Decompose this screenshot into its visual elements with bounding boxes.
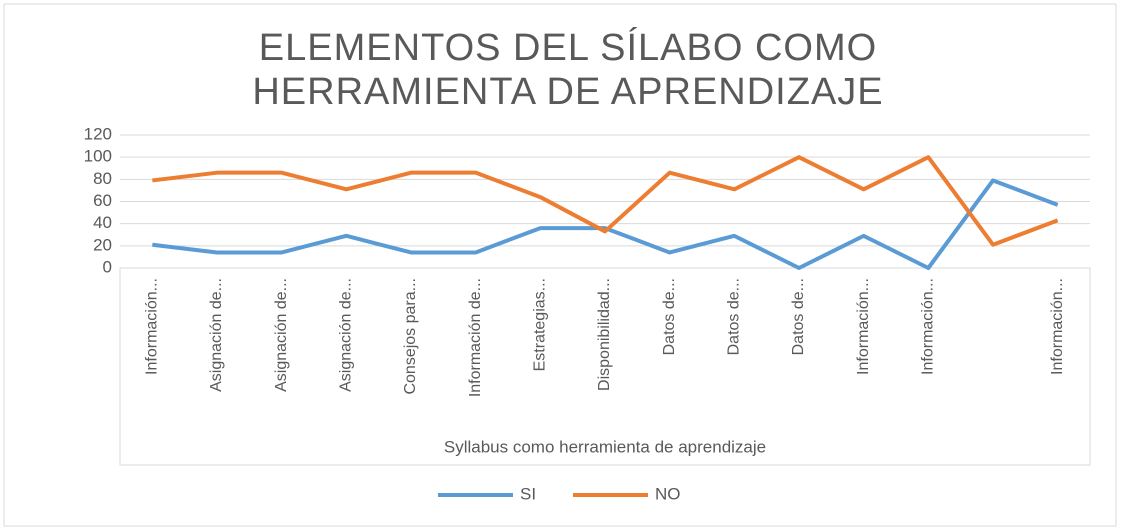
x-tick-label: Asignación de...: [208, 278, 225, 392]
y-tick-label: 20: [93, 235, 112, 254]
x-tick-label: Información de...: [467, 278, 484, 397]
legend-label: SI: [520, 484, 536, 503]
category-box: [119, 267, 1091, 466]
x-tick-label: Información...: [920, 278, 937, 375]
x-tick-label: Información...: [144, 278, 161, 375]
series-line: [152, 178, 1059, 270]
y-tick-label: 0: [103, 257, 112, 276]
x-tick-label: Datos de...: [790, 278, 807, 355]
x-tick-label: Información...: [855, 278, 872, 375]
y-tick-label: 40: [93, 213, 112, 232]
chart-border: [3, 3, 1117, 527]
x-tick-label: Disponibilidad...: [596, 278, 613, 391]
x-tick-label: Consejos para...: [402, 278, 419, 395]
chart-title: ELEMENTOS DEL SÍLABO COMO HERRAMIENTA DE…: [252, 27, 884, 113]
y-tick-label: 60: [93, 191, 112, 210]
y-tick-label: 120: [84, 124, 112, 143]
legend-label: NO: [655, 484, 681, 503]
y-tick-label: 100: [84, 147, 112, 166]
x-axis-title: Syllabus como herramienta de aprendizaje: [444, 437, 766, 456]
series-line: [152, 155, 1059, 247]
x-tick-label: Asignación de...: [338, 278, 355, 392]
y-tick-label: 80: [93, 169, 112, 188]
x-tick-label: Asignación de...: [273, 278, 290, 392]
x-tick-label: Datos de...: [661, 278, 678, 355]
x-tick-label: Información...: [1049, 278, 1066, 375]
x-tick-label: Estrategias...: [532, 278, 549, 371]
x-tick-label: Datos de...: [726, 278, 743, 355]
